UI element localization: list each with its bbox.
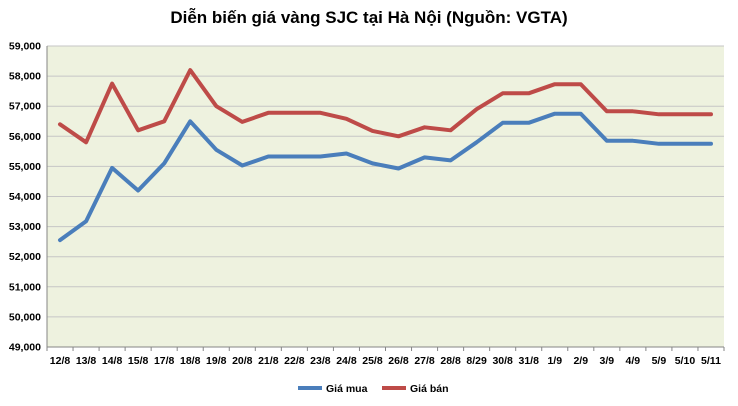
y-tick-label: 50,000 — [9, 311, 41, 323]
y-tick-label: 56,000 — [9, 131, 41, 143]
x-tick-label: 5/11 — [701, 355, 721, 367]
series-line-2 — [58, 68, 713, 145]
y-tick-label: 57,000 — [9, 101, 41, 113]
x-tick-label: 23/8 — [310, 355, 331, 367]
x-tick-label: 15/8 — [128, 355, 149, 367]
x-tick-label: 2/9 — [573, 355, 588, 367]
x-tick-label: 4/9 — [626, 355, 641, 367]
y-tick-label: 54,000 — [9, 191, 41, 203]
x-tick-label: 3/9 — [600, 355, 615, 367]
x-tick-label: 30/8 — [492, 355, 513, 367]
x-tick-label: 31/8 — [518, 355, 539, 367]
chart-title: Diễn biến giá vàng SJC tại Hà Nội (Nguồn… — [170, 8, 568, 27]
y-tick-label: 53,000 — [9, 221, 41, 233]
x-tick-label: 27/8 — [414, 355, 435, 367]
x-tick-label: 26/8 — [388, 355, 409, 367]
x-tick-label: 12/8 — [50, 355, 71, 367]
legend-label: Giá bán — [410, 383, 449, 395]
x-tick-label: 1/9 — [547, 355, 562, 367]
axes — [46, 46, 725, 351]
x-tick-label: 25/8 — [362, 355, 383, 367]
y-tick-label: 51,000 — [9, 281, 41, 293]
x-tick-label: 5/9 — [652, 355, 667, 367]
series-lines — [58, 68, 713, 243]
x-tick-label: 13/8 — [76, 355, 97, 367]
x-tick-label: 18/8 — [180, 355, 201, 367]
x-tick-label: 28/8 — [440, 355, 461, 367]
x-tick-label: 20/8 — [232, 355, 253, 367]
legend: Giá mua Giá bán — [298, 383, 449, 395]
x-tick-label: 17/8 — [154, 355, 175, 367]
y-axis-labels: 49,000 50,000 51,000 52,000 53,000 54,000 55,0… — [9, 41, 41, 354]
y-tick-label: 49,000 — [9, 342, 41, 354]
x-tick-label: 8/29 — [466, 355, 487, 367]
x-tick-label: 21/8 — [258, 355, 279, 367]
legend-label: Giá mua — [326, 383, 368, 395]
y-tick-label: 59,000 — [9, 41, 41, 53]
series-line-1 — [58, 111, 713, 243]
x-tick-label: 24/8 — [336, 355, 357, 367]
x-tick-label: 19/8 — [206, 355, 227, 367]
x-tick-label: 22/8 — [284, 355, 305, 367]
y-tick-label: 52,000 — [9, 251, 41, 263]
x-tick-label: 5/10 — [675, 355, 696, 367]
x-axis-labels: 12/8 13/8 14/8 15/8 17/8 18/8 19/8 20/8 21/8 22/8… — [50, 355, 721, 367]
x-tick-label: 14/8 — [102, 355, 123, 367]
y-tick-label: 58,000 — [9, 71, 41, 83]
y-tick-label: 55,000 — [9, 161, 41, 173]
